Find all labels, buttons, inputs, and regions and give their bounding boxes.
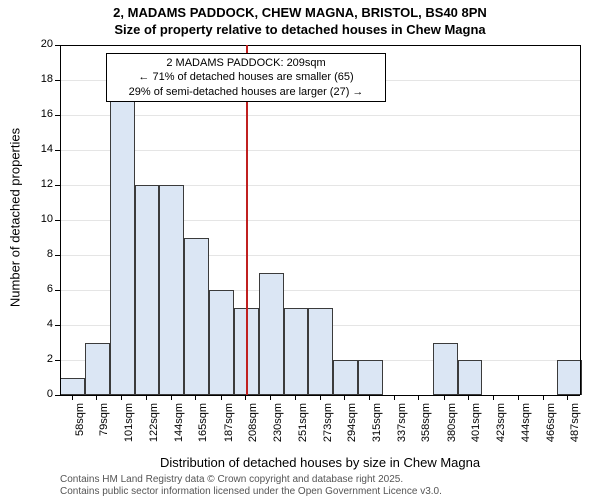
x-tick-label: 187sqm (223, 403, 235, 453)
x-tick (418, 395, 419, 400)
title-line-1: 2, MADAMS PADDOCK, CHEW MAGNA, BRISTOL, … (0, 5, 600, 22)
x-tick-label: 380sqm (446, 403, 458, 453)
x-tick (146, 395, 147, 400)
x-tick (195, 395, 196, 400)
y-tick-label: 14 (28, 143, 53, 155)
x-tick (543, 395, 544, 400)
y-tick-label: 6 (28, 283, 53, 295)
x-tick (245, 395, 246, 400)
x-tick-label: 358sqm (420, 403, 432, 453)
x-tick (567, 395, 568, 400)
histogram-bar (259, 273, 284, 396)
y-tick-label: 12 (28, 178, 53, 190)
histogram-bar (284, 308, 309, 396)
x-tick-label: 165sqm (197, 403, 209, 453)
x-tick (171, 395, 172, 400)
x-tick-label: 487sqm (569, 403, 581, 453)
x-tick (295, 395, 296, 400)
x-tick (72, 395, 73, 400)
x-tick-label: 58sqm (74, 403, 86, 453)
x-tick (96, 395, 97, 400)
y-tick-label: 18 (28, 73, 53, 85)
x-tick (270, 395, 271, 400)
x-tick (320, 395, 321, 400)
x-tick-label: 294sqm (346, 403, 358, 453)
y-tick (55, 185, 60, 186)
x-tick (468, 395, 469, 400)
credit-line-2: Contains public sector information licen… (60, 486, 442, 498)
annotation-line-2: ← 71% of detached houses are smaller (65… (113, 70, 379, 84)
x-tick-label: 337sqm (396, 403, 408, 453)
title-line-2: Size of property relative to detached ho… (0, 22, 600, 39)
histogram-bar (433, 343, 458, 396)
y-tick (55, 220, 60, 221)
annotation-line-3: 29% of semi-detached houses are larger (… (113, 85, 379, 99)
x-tick (518, 395, 519, 400)
x-tick (344, 395, 345, 400)
histogram-bar (110, 98, 135, 396)
y-axis (60, 45, 61, 395)
x-tick-label: 423sqm (495, 403, 507, 453)
histogram-bar (209, 290, 234, 395)
y-tick (55, 115, 60, 116)
y-tick (55, 395, 60, 396)
x-tick-label: 273sqm (322, 403, 334, 453)
x-tick (444, 395, 445, 400)
histogram-bar (333, 360, 358, 395)
histogram-bar (85, 343, 110, 396)
y-tick (55, 45, 60, 46)
y-axis-right (580, 45, 581, 395)
y-tick-label: 20 (28, 38, 53, 50)
x-tick-label: 315sqm (371, 403, 383, 453)
x-tick (394, 395, 395, 400)
y-tick (55, 325, 60, 326)
y-tick-label: 2 (28, 353, 53, 365)
x-tick (369, 395, 370, 400)
histogram-bar (308, 308, 333, 396)
x-tick-label: 122sqm (148, 403, 160, 453)
histogram-bar (135, 185, 160, 395)
x-tick-label: 101sqm (123, 403, 135, 453)
x-tick-label: 251sqm (297, 403, 309, 453)
annotation-box: 2 MADAMS PADDOCK: 209sqm ← 71% of detach… (106, 53, 386, 102)
x-tick (121, 395, 122, 400)
histogram-bar (557, 360, 582, 395)
grid-line (60, 115, 580, 116)
x-tick-label: 401sqm (470, 403, 482, 453)
x-tick (493, 395, 494, 400)
y-tick-label: 0 (28, 388, 53, 400)
histogram-bar (358, 360, 383, 395)
credit-text: Contains HM Land Registry data © Crown c… (60, 474, 442, 498)
y-axis-label: Number of detached properties (8, 118, 23, 318)
x-tick-label: 144sqm (173, 403, 185, 453)
y-tick-label: 4 (28, 318, 53, 330)
histogram-bar (458, 360, 483, 395)
histogram-bar (184, 238, 209, 396)
x-tick-label: 230sqm (272, 403, 284, 453)
y-tick-label: 10 (28, 213, 53, 225)
x-tick-label: 466sqm (545, 403, 557, 453)
grid-line (60, 150, 580, 151)
credit-line-1: Contains HM Land Registry data © Crown c… (60, 474, 442, 486)
y-tick (55, 150, 60, 151)
chart-container: 2, MADAMS PADDOCK, CHEW MAGNA, BRISTOL, … (0, 0, 600, 500)
histogram-bar (159, 185, 184, 395)
y-tick-label: 8 (28, 248, 53, 260)
y-tick (55, 80, 60, 81)
y-tick-label: 16 (28, 108, 53, 120)
annotation-line-1: 2 MADAMS PADDOCK: 209sqm (113, 56, 379, 70)
x-tick-label: 208sqm (247, 403, 259, 453)
chart-title: 2, MADAMS PADDOCK, CHEW MAGNA, BRISTOL, … (0, 5, 600, 39)
y-tick (55, 360, 60, 361)
y-tick (55, 290, 60, 291)
histogram-bar (60, 378, 85, 396)
x-axis-top (60, 45, 580, 46)
x-tick (221, 395, 222, 400)
x-tick-label: 79sqm (98, 403, 110, 453)
y-tick (55, 255, 60, 256)
x-axis-label: Distribution of detached houses by size … (60, 455, 580, 470)
x-tick-label: 444sqm (520, 403, 532, 453)
